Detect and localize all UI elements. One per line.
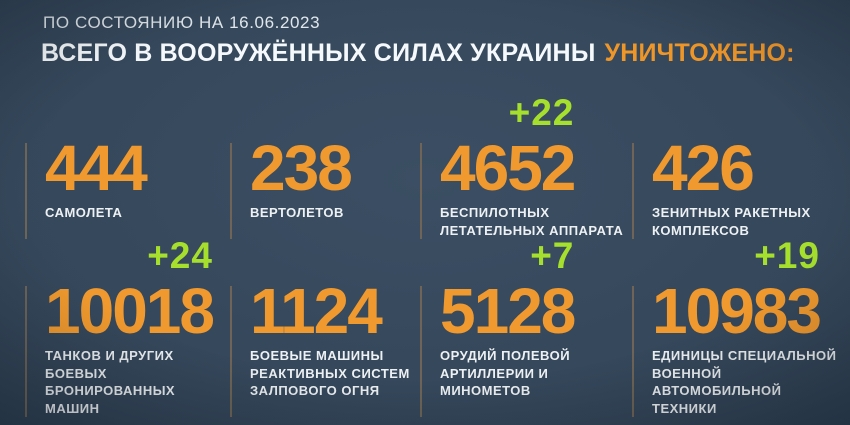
divider-rule [632,143,634,240]
stat-label: ЗЕНИТНЫХ РАКЕТНЫХ КОМПЛЕКСОВ [652,205,811,238]
stat-label: БЕСПИЛОТНЫХ ЛЕТАТЕЛЬНЫХ АППАРАТА [440,205,624,238]
stat-label: ЕДИНИЦЫ СПЕЦИАЛЬНОЙ ВОЕННОЙ АВТОМОБИЛЬНО… [652,348,837,416]
stat-label: САМОЛЕТА [45,205,123,220]
stat-card-mlrs: 1124 БОЕВЫЕ МАШИНЫ РЕАКТИВНЫХ СИСТЕМ ЗАЛ… [230,275,420,418]
divider-rule [25,143,27,240]
stat-label: БОЕВЫЕ МАШИНЫ РЕАКТИВНЫХ СИСТЕМ ЗАЛПОВОГ… [250,348,410,399]
stat-card-tanks: +24 10018 ТАНКОВ И ДРУГИХ БОЕВЫХ БРОНИРО… [25,237,230,418]
divider-rule [420,286,422,418]
stat-card-uavs: +22 4652 БЕСПИЛОТНЫХ ЛЕТАТЕЛЬНЫХ АППАРАТ… [420,94,632,240]
divider-rule [25,286,27,418]
stat-value: 5128 [440,275,576,347]
title-main: ВСЕГО В ВООРУЖЁННЫХ СИЛАХ УКРАИНЫ [41,39,596,67]
stat-card-sam-systems: 426 ЗЕНИТНЫХ РАКЕТНЫХ КОМПЛЕКСОВ [632,132,840,240]
divider-rule [230,143,232,240]
stats-row-2: +24 10018 ТАНКОВ И ДРУГИХ БОЕВЫХ БРОНИРО… [25,237,840,418]
stat-value: 238 [250,132,353,204]
delta-badge: +7 [530,235,575,276]
stat-label: ТАНКОВ И ДРУГИХ БОЕВЫХ БРОНИРОВАННЫХ МАШ… [45,348,176,416]
title-accent: УНИЧТОЖЕНО: [604,39,795,67]
stat-card-aircraft: 444 САМОЛЕТА [25,132,230,240]
stat-value: 10018 [45,275,215,347]
stat-value: 444 [45,132,148,204]
divider-rule [420,143,422,240]
page-title: ВСЕГО В ВООРУЖЁННЫХ СИЛАХ УКРАИНЫ УНИЧТОЖ… [41,39,795,68]
divider-rule [632,286,634,418]
delta-badge: +19 [754,235,820,276]
date-line: ПО СОСТОЯНИЮ НА 16.06.2023 [43,13,321,32]
stats-row-1: 444 САМОЛЕТА 238 ВЕРТОЛЕТОВ +22 4652 [25,94,840,240]
stat-value: 4652 [440,132,576,204]
stat-card-vehicles: +19 10983 ЕДИНИЦЫ СПЕЦИАЛЬНОЙ ВОЕННОЙ АВ… [632,237,840,418]
stat-label: ВЕРТОЛЕТОВ [250,205,344,220]
delta-badge: +24 [147,235,213,276]
divider-rule [230,286,232,418]
delta-badge: +22 [508,92,575,133]
stat-card-artillery: +7 5128 ОРУДИЙ ПОЛЕВОЙ АРТИЛЛЕРИИ И МИНО… [420,237,632,418]
stat-label: ОРУДИЙ ПОЛЕВОЙ АРТИЛЛЕРИИ И МИНОМЕТОВ [440,348,571,399]
stat-value: 10983 [652,275,822,347]
stat-card-helicopters: 238 ВЕРТОЛЕТОВ [230,132,420,240]
stat-value: 426 [652,132,755,204]
stat-value: 1124 [250,275,383,347]
